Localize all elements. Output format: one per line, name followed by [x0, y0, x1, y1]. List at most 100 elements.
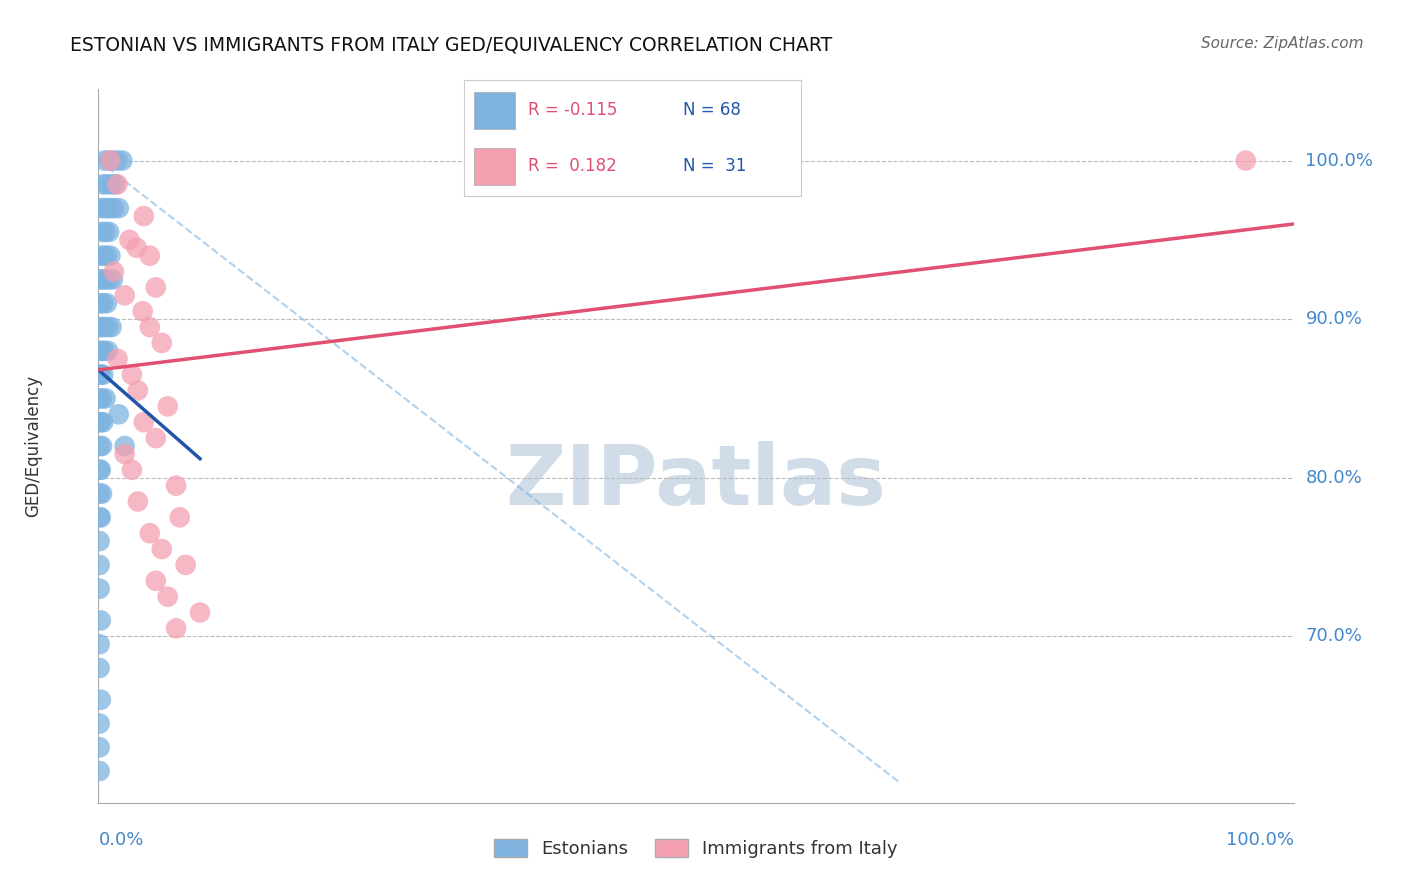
Point [91, 296, 114, 310]
Point [90, 463, 112, 477]
Point [91, 343, 114, 358]
Point [94, 225, 117, 239]
Point [89, 661, 111, 675]
Point [93, 320, 115, 334]
Point [103, 264, 125, 278]
Point [89, 740, 111, 755]
Point [91, 272, 114, 286]
Point [118, 233, 141, 247]
Point [89, 415, 111, 429]
Point [90, 368, 112, 382]
Point [93, 201, 115, 215]
Point [103, 201, 125, 215]
Point [132, 415, 155, 429]
Point [98, 225, 121, 239]
Text: 0.0%: 0.0% [98, 831, 143, 849]
Point [91, 178, 114, 192]
Point [89, 510, 111, 524]
Point [121, 463, 143, 477]
Text: R =  0.182: R = 0.182 [529, 157, 617, 175]
Bar [474, 147, 515, 185]
Point [91, 392, 114, 406]
Point [89, 486, 111, 500]
Point [127, 494, 149, 508]
Point [96, 296, 118, 310]
Point [101, 272, 124, 286]
Point [139, 526, 162, 541]
Point [121, 368, 143, 382]
Point [174, 558, 197, 572]
Point [188, 606, 211, 620]
Point [96, 178, 118, 192]
Point [150, 335, 173, 350]
Text: 90.0%: 90.0% [1305, 310, 1362, 328]
Point [89, 534, 111, 549]
Point [101, 153, 124, 168]
Point [96, 249, 118, 263]
Point [90, 614, 112, 628]
Point [127, 384, 149, 398]
Point [89, 764, 111, 778]
Text: Source: ZipAtlas.com: Source: ZipAtlas.com [1201, 36, 1364, 51]
Point [107, 153, 129, 168]
Point [114, 288, 136, 302]
Point [91, 415, 114, 429]
Point [100, 178, 122, 192]
Point [145, 431, 167, 445]
Point [90, 296, 112, 310]
Text: ZIPatlas: ZIPatlas [506, 442, 886, 522]
Point [98, 153, 122, 168]
Point [90, 249, 112, 263]
Point [89, 272, 111, 286]
Point [150, 542, 173, 557]
Point [90, 510, 112, 524]
Bar [474, 92, 515, 129]
Point [165, 478, 187, 492]
Text: 100.0%: 100.0% [1226, 831, 1294, 849]
Point [98, 201, 122, 215]
Point [114, 439, 136, 453]
Point [98, 153, 121, 168]
Point [89, 582, 111, 596]
Text: 70.0%: 70.0% [1305, 627, 1362, 645]
Point [89, 343, 111, 358]
Point [132, 209, 155, 223]
Text: GED/Equivalency: GED/Equivalency [24, 375, 42, 517]
Point [111, 153, 134, 168]
Point [89, 320, 111, 334]
Point [89, 368, 111, 382]
Point [139, 320, 162, 334]
Point [100, 320, 122, 334]
Text: N = 68: N = 68 [683, 102, 741, 120]
Text: ESTONIAN VS IMMIGRANTS FROM ITALY GED/EQUIVALENCY CORRELATION CHART: ESTONIAN VS IMMIGRANTS FROM ITALY GED/EQ… [70, 36, 832, 54]
Point [89, 558, 111, 572]
Point [97, 201, 120, 215]
Point [93, 343, 115, 358]
Point [89, 463, 111, 477]
Point [90, 415, 112, 429]
Point [1234, 153, 1257, 168]
Point [91, 439, 114, 453]
Point [91, 320, 114, 334]
Point [91, 368, 114, 382]
Point [93, 249, 115, 263]
Point [98, 249, 122, 263]
Text: N =  31: N = 31 [683, 157, 747, 175]
Point [98, 272, 121, 286]
Point [89, 392, 111, 406]
Text: R = -0.115: R = -0.115 [529, 102, 617, 120]
Point [94, 272, 117, 286]
Point [94, 392, 117, 406]
Point [145, 280, 167, 294]
Point [91, 225, 114, 239]
Point [169, 510, 191, 524]
Point [107, 351, 129, 366]
Point [97, 343, 120, 358]
Point [89, 637, 111, 651]
Point [156, 590, 179, 604]
Point [139, 249, 162, 263]
Point [107, 178, 129, 192]
Legend: Estonians, Immigrants from Italy: Estonians, Immigrants from Italy [486, 831, 905, 865]
Point [114, 447, 136, 461]
Point [125, 241, 148, 255]
